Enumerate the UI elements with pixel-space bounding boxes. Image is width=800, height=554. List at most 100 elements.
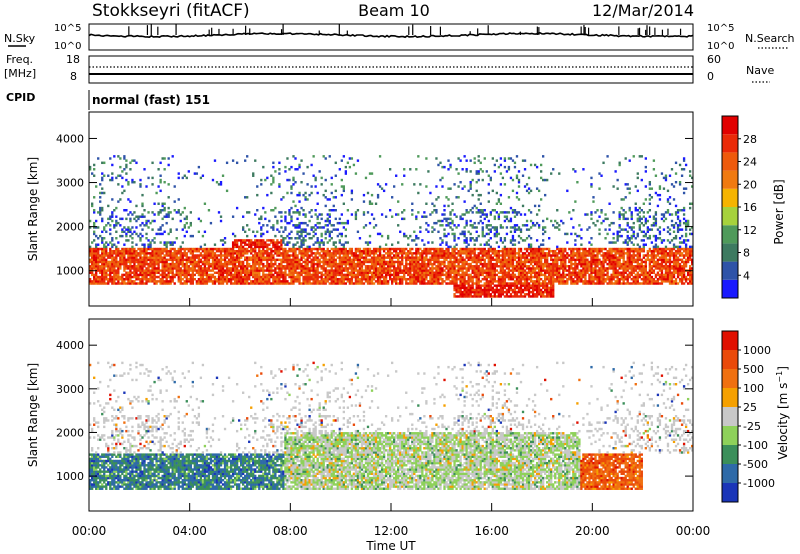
heatmap-cell [479, 260, 482, 264]
heatmap-cell [105, 271, 108, 274]
heatmap-cell [537, 256, 541, 259]
heatmap-cell [443, 254, 446, 257]
heatmap-cell [320, 213, 323, 216]
heatmap-cell [548, 249, 551, 253]
heatmap-cell [535, 187, 539, 190]
heatmap-cell [304, 198, 307, 201]
heatmap-cell [157, 260, 160, 264]
heatmap-cell [250, 258, 253, 262]
heatmap-cell [427, 280, 430, 283]
heatmap-cell [93, 224, 96, 227]
heatmap-cell [153, 282, 156, 285]
heatmap-cell [491, 286, 494, 290]
heatmap-cell [501, 262, 505, 266]
heatmap-cell [503, 252, 507, 255]
heatmap-cell [427, 282, 430, 285]
heatmap-cell [487, 191, 490, 195]
heatmap-cell [288, 271, 291, 274]
heatmap-cell [523, 282, 527, 285]
heatmap-cell [109, 262, 112, 266]
heatmap-cell [411, 213, 414, 216]
heatmap-cell [403, 168, 406, 171]
heatmap-cell [449, 273, 452, 277]
heatmap-cell [173, 252, 176, 255]
heatmap-cell [425, 157, 428, 160]
heatmap-cell [314, 176, 317, 180]
heatmap-cell [183, 269, 186, 272]
heatmap-cell [127, 239, 130, 242]
heatmap-cell [481, 178, 484, 182]
heatmap-cell [316, 249, 319, 253]
heatmap-cell [501, 286, 505, 290]
heatmap-cell [282, 271, 285, 274]
heatmap-cell [370, 202, 374, 205]
heatmap-cell [350, 191, 354, 195]
heatmap-cell [99, 275, 102, 279]
heatmap-cell [181, 247, 184, 251]
heatmap-cell [264, 265, 267, 268]
heatmap-cell [113, 280, 116, 283]
heatmap-cell [272, 280, 275, 283]
heatmap-cell [219, 239, 223, 242]
heatmap-cell [463, 252, 466, 255]
heatmap-cell [258, 267, 261, 270]
heatmap-cell [348, 256, 352, 259]
heatmap-cell [407, 256, 410, 259]
heatmap-cell [465, 159, 468, 162]
heatmap-cell [270, 241, 273, 244]
heatmap-cell [246, 224, 249, 227]
heatmap-cell [135, 277, 138, 281]
heatmap-cell [362, 262, 366, 266]
heatmap-cell [274, 170, 277, 173]
heatmap-cell [284, 243, 287, 246]
heatmap-cell [397, 241, 400, 244]
heatmap-cell [417, 269, 420, 272]
heatmap-cell [284, 226, 287, 229]
heatmap-cell [183, 262, 186, 266]
heatmap-cell [296, 211, 299, 214]
heatmap-cell [525, 277, 529, 281]
heatmap-cell [237, 260, 241, 264]
heatmap-cell [183, 252, 186, 255]
heatmap-cell [340, 159, 343, 162]
heatmap-cell [274, 282, 277, 285]
heatmap-cell [274, 247, 277, 251]
heatmap-cell [205, 258, 209, 262]
heatmap-cell [231, 265, 235, 268]
heatmap-cell [483, 252, 486, 255]
heatmap-cell [99, 183, 102, 186]
heatmap-cell [378, 256, 382, 259]
heatmap-cell [451, 228, 454, 231]
heatmap-cell [151, 252, 154, 255]
heatmap-cell [99, 234, 102, 238]
heatmap-cell [497, 245, 501, 249]
heatmap-cell [439, 178, 442, 182]
heatmap-cell [421, 260, 424, 264]
heatmap-cell [145, 185, 148, 188]
heatmap-cell [237, 262, 241, 266]
heatmap-cell [519, 256, 523, 259]
heatmap-cell [262, 275, 265, 279]
heatmap-cell [350, 213, 354, 216]
heatmap-cell [252, 280, 255, 283]
heatmap-cell [147, 252, 150, 255]
heatmap-cell [256, 252, 259, 255]
heatmap-cell [105, 230, 108, 234]
heatmap-cell [550, 269, 553, 272]
heatmap-cell [177, 262, 180, 266]
heatmap-cell [521, 265, 525, 268]
heatmap-cell [475, 239, 478, 242]
heatmap-cell [288, 267, 291, 270]
heatmap-cell [203, 260, 207, 264]
heatmap-cell [493, 232, 496, 236]
heatmap-cell [312, 256, 315, 259]
heatmap-cell [165, 213, 168, 216]
heatmap-cell [282, 265, 285, 268]
heatmap-cell [252, 256, 255, 259]
heatmap-cell [308, 219, 311, 223]
heatmap-cell [183, 234, 186, 238]
heatmap-cell [189, 249, 192, 253]
heatmap-cell [403, 271, 406, 274]
heatmap-cell [209, 262, 213, 266]
heatmap-cell [495, 232, 498, 236]
